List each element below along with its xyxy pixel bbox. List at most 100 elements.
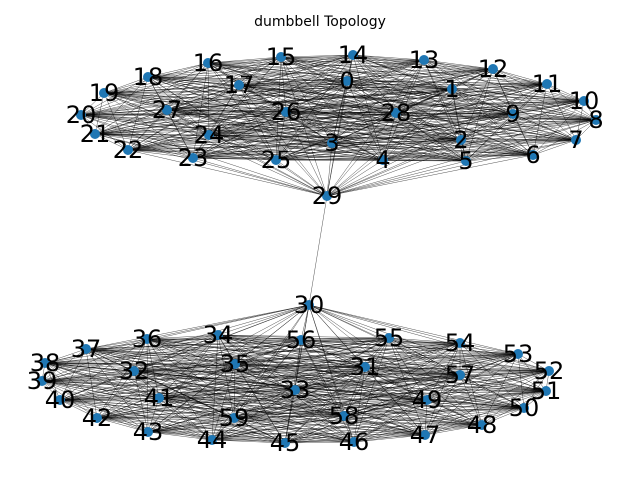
- edge-24-27: [166, 109, 210, 136]
- edge-8-25: [275, 119, 597, 161]
- edge-12-29: [326, 68, 494, 197]
- edge-50-58: [343, 407, 525, 417]
- node-42: [92, 413, 102, 423]
- edge-36-39: [41, 338, 148, 382]
- edge-7-22: [127, 139, 577, 151]
- edge-43-59: [147, 417, 235, 433]
- edge-32-56: [133, 339, 302, 372]
- edge-34-37: [85, 334, 219, 350]
- edge-45-50: [284, 407, 525, 444]
- edge-37-51: [85, 348, 547, 392]
- edge-37-57: [85, 348, 461, 376]
- edge-44-59: [211, 417, 235, 441]
- edge-43-50: [147, 407, 525, 433]
- edge-2-23: [192, 139, 462, 159]
- node-8: [591, 115, 601, 125]
- edge-56-59: [233, 339, 302, 419]
- node-4: [378, 155, 388, 165]
- edge-5-14: [352, 54, 467, 162]
- node-label-42: 42: [82, 404, 113, 432]
- node-29: [322, 191, 332, 201]
- edge-20-28: [80, 112, 397, 116]
- node-label-29: 29: [312, 182, 343, 210]
- edge-51-55: [388, 337, 547, 392]
- edge-10-14: [352, 54, 585, 102]
- edge-8-29: [326, 119, 597, 197]
- edge-47-53: [424, 353, 519, 436]
- edge-38-56: [44, 339, 302, 364]
- edge-45-53: [284, 353, 519, 444]
- edge-21-25: [94, 133, 277, 161]
- edge-35-41: [158, 363, 236, 399]
- edge-49-52: [426, 370, 550, 401]
- edge-5-6: [465, 154, 534, 162]
- edge-30-56: [300, 304, 310, 341]
- edge-39-48: [41, 380, 483, 426]
- edge-20-26: [80, 111, 287, 116]
- edge-23-26: [192, 111, 287, 159]
- edge-15-16: [207, 56, 282, 64]
- edge-30-34: [217, 304, 310, 336]
- edge-0-8: [346, 80, 597, 121]
- edge-10-27: [166, 100, 585, 111]
- edge-11-25: [275, 83, 548, 161]
- edge-41-50: [158, 397, 525, 409]
- edge-19-27: [103, 92, 168, 111]
- node-label-44: 44: [197, 426, 228, 454]
- edge-31-37: [85, 348, 366, 368]
- edge-22-28: [127, 112, 397, 151]
- edge-15-28: [280, 56, 397, 114]
- edge-37-54: [85, 342, 461, 350]
- edge-11-26: [285, 83, 548, 113]
- edge-35-50: [234, 363, 525, 409]
- node-label-53: 53: [503, 340, 534, 368]
- edge-13-26: [285, 59, 425, 113]
- node-1: [447, 84, 457, 94]
- edge-26-29: [285, 111, 328, 197]
- edge-22-24: [127, 134, 210, 151]
- edge-50-54: [459, 342, 525, 409]
- node-21: [90, 129, 100, 139]
- edge-5-27: [166, 109, 467, 162]
- edge-18-27: [147, 76, 168, 111]
- edge-41-44: [158, 397, 213, 441]
- edge-53-59: [233, 353, 519, 419]
- edge-19-20: [80, 92, 105, 116]
- edge-31-43: [147, 366, 366, 433]
- edge-7-11: [546, 83, 577, 141]
- edge-35-53: [234, 353, 519, 365]
- edge-23-27: [166, 109, 194, 159]
- edge-36-49: [146, 338, 428, 401]
- edge-40-45: [59, 399, 286, 444]
- edge-12-27: [166, 68, 494, 111]
- edge-46-57: [353, 374, 461, 443]
- node-label-34: 34: [203, 321, 234, 349]
- node-18: [143, 72, 153, 82]
- edge-43-56: [147, 339, 302, 433]
- edge-56-57: [300, 339, 461, 376]
- edge-10-19: [103, 92, 585, 102]
- edge-2-10: [460, 100, 585, 141]
- node-label-46: 46: [339, 428, 370, 456]
- node-label-1: 1: [444, 75, 459, 103]
- node-10: [579, 96, 589, 106]
- node-label-15: 15: [266, 43, 297, 71]
- node-label-8: 8: [588, 106, 603, 134]
- node-14: [348, 50, 358, 60]
- edge-43-53: [147, 353, 519, 433]
- node-label-35: 35: [220, 350, 251, 378]
- edge-31-44: [211, 366, 366, 441]
- edge-48-50: [481, 407, 525, 426]
- edge-34-50: [217, 334, 525, 409]
- edge-14-23: [192, 54, 354, 159]
- node-label-32: 32: [119, 357, 150, 385]
- node-label-50: 50: [509, 394, 540, 422]
- edge-17-24: [208, 84, 240, 136]
- edge-30-42: [96, 304, 310, 419]
- node-25: [271, 155, 281, 165]
- node-28: [391, 108, 401, 118]
- edge-11-24: [208, 83, 548, 136]
- edge-29-30: [308, 195, 328, 306]
- edge-30-48: [308, 304, 483, 426]
- edge-14-28: [352, 54, 397, 114]
